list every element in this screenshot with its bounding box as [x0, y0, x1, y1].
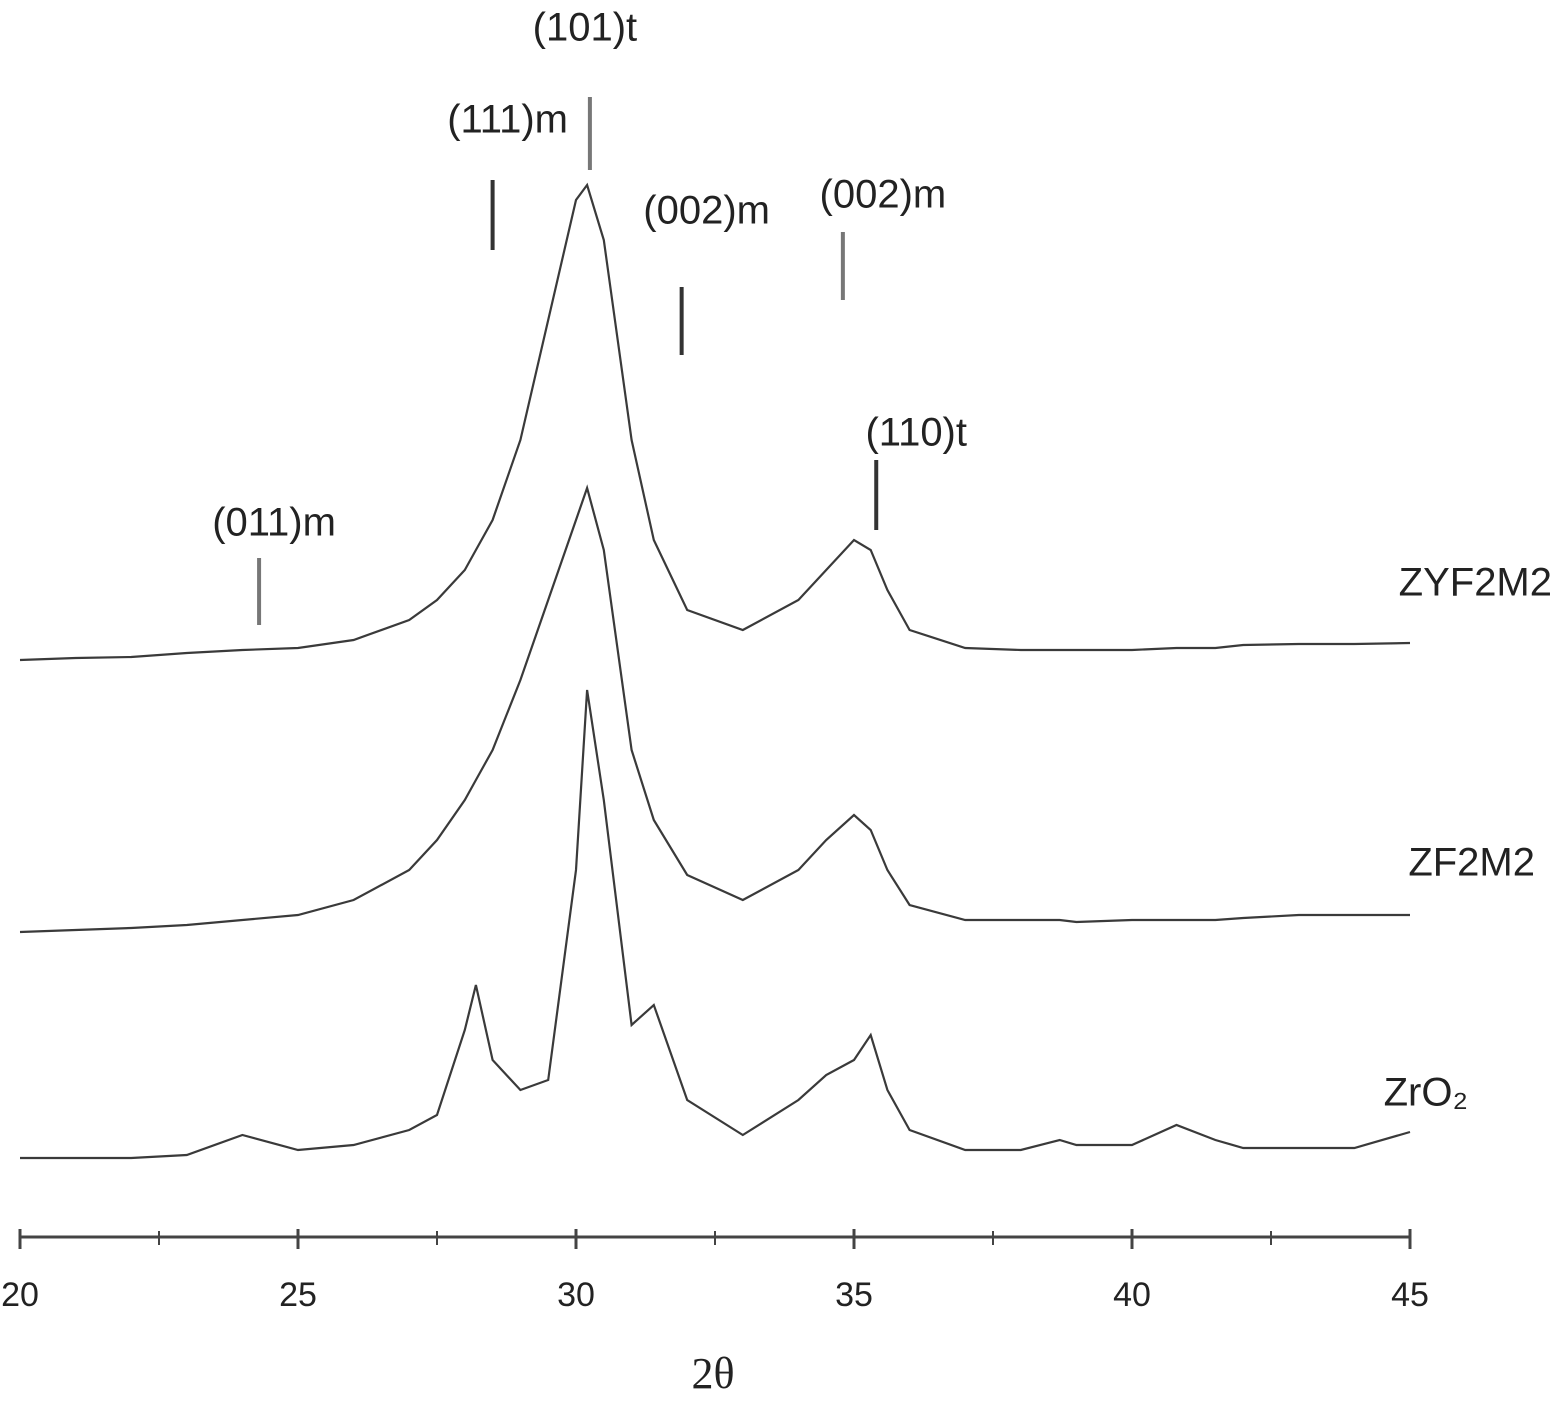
xrd-trace	[19, 182, 1411, 662]
peak-label: (111)m	[447, 98, 568, 142]
x-tick-label: 25	[279, 1276, 317, 1314]
peak-label: (101)t	[533, 6, 638, 50]
x-axis-label: 2θ	[691, 1349, 734, 1398]
x-tick-label: 45	[1391, 1276, 1429, 1314]
peak-label: (002)m	[820, 173, 947, 217]
peak-label: (011)m	[212, 501, 336, 545]
series-label: ZYF2M2	[1399, 561, 1552, 605]
x-tick-label: 35	[835, 1276, 873, 1314]
x-tick-label: 20	[1, 1276, 39, 1314]
xrd-trace	[20, 689, 1411, 1160]
xrd-trace	[19, 484, 1410, 934]
series-label: ZrO₂	[1384, 1071, 1468, 1115]
x-tick-label: 30	[557, 1276, 595, 1314]
peak-label: (002)m	[643, 189, 770, 233]
x-tick-label: 40	[1113, 1276, 1151, 1314]
peak-label: (110)t	[865, 411, 967, 455]
series-label: ZF2M2	[1408, 841, 1535, 885]
